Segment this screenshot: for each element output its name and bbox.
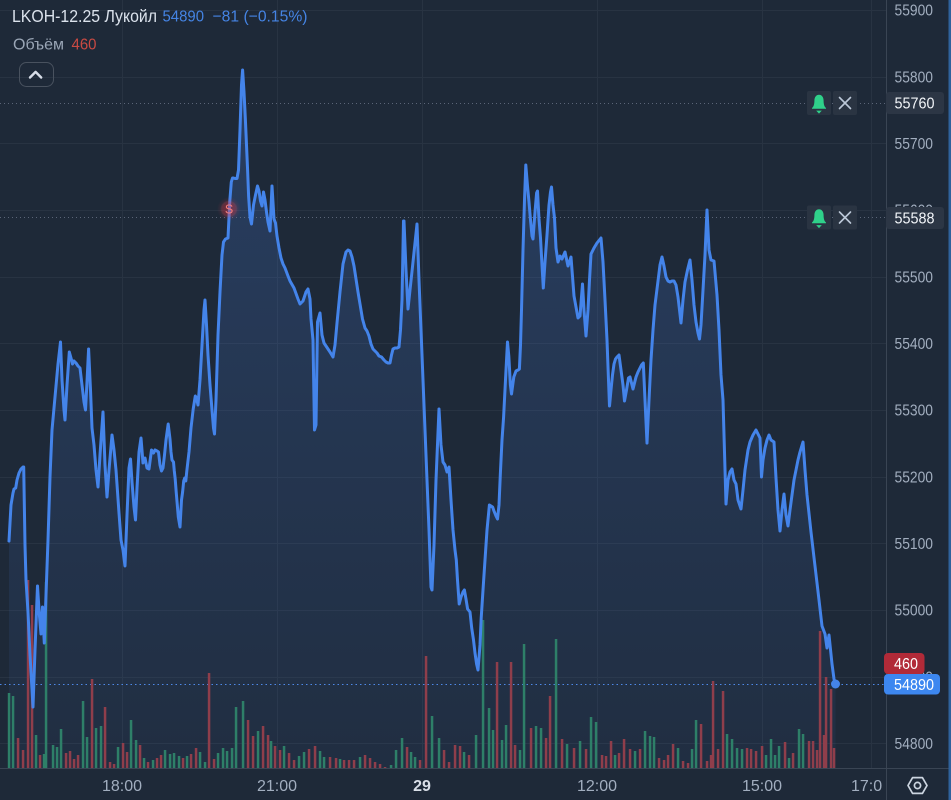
svg-text:54890: 54890 — [894, 677, 934, 694]
svg-text:55000: 55000 — [895, 603, 934, 620]
svg-text:15:00: 15:00 — [742, 778, 782, 795]
svg-text:460: 460 — [894, 656, 918, 673]
svg-text:21:00: 21:00 — [257, 778, 297, 795]
svg-text:LKOH-12.25 Лукойл: LKOH-12.25 Лукойл — [12, 6, 157, 26]
svg-text:29: 29 — [413, 778, 431, 795]
svg-text:55588: 55588 — [895, 211, 935, 228]
svg-text:55800: 55800 — [895, 69, 934, 86]
svg-text:460: 460 — [72, 37, 97, 54]
svg-text:55400: 55400 — [895, 336, 934, 353]
svg-text:Объём: Объём — [13, 37, 64, 54]
svg-text:55500: 55500 — [895, 269, 934, 286]
svg-text:−81 (−0.15%): −81 (−0.15%) — [213, 9, 308, 26]
svg-text:54890: 54890 — [163, 9, 205, 26]
svg-text:12:00: 12:00 — [577, 778, 617, 795]
svg-text:18:00: 18:00 — [102, 778, 142, 795]
svg-text:17:0: 17:0 — [851, 778, 882, 795]
svg-text:54800: 54800 — [895, 736, 934, 753]
svg-text:55900: 55900 — [895, 3, 934, 20]
svg-text:55700: 55700 — [895, 136, 934, 153]
svg-text:S: S — [225, 203, 233, 217]
svg-text:55200: 55200 — [895, 469, 934, 486]
svg-text:55760: 55760 — [895, 96, 935, 113]
svg-text:55100: 55100 — [895, 536, 934, 553]
svg-text:55300: 55300 — [895, 403, 934, 420]
